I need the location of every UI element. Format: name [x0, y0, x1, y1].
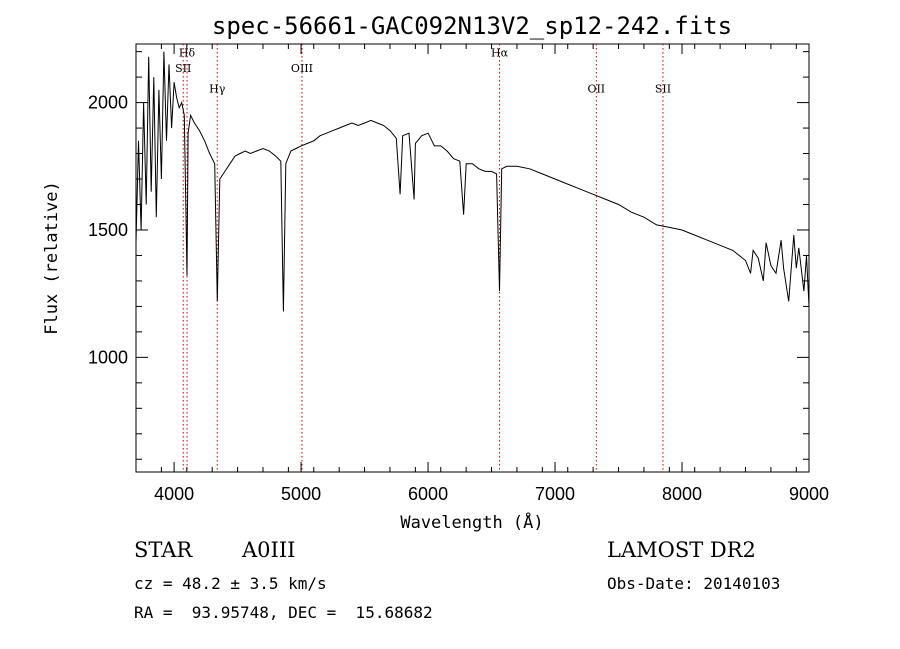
line-marker-label-1: SII [175, 62, 191, 75]
y-tick-label-2: 2000 [88, 93, 128, 113]
y-axis-ticks: 1000 1500 2000 [88, 51, 809, 460]
observation-date: Obs-Date: 20140103 [607, 574, 781, 593]
line-marker-label-4: Hα [491, 47, 509, 60]
x-axis-label: Wavelength (Å) [400, 511, 543, 533]
x-tick-label-5: 9000 [789, 484, 829, 504]
chart-title: spec-56661-GAC092N13V2_sp12-242.fits [212, 12, 732, 40]
line-marker-label-3: OIII [291, 62, 313, 75]
x-tick-label-2: 6000 [408, 484, 448, 504]
y-axis-label: Flux (relative) [42, 181, 62, 335]
x-tick-label-0: 4000 [154, 484, 194, 504]
line-marker-label-6: SII [655, 82, 671, 95]
redshift-value: cz = 48.2 ± 3.5 km/s [134, 574, 327, 593]
spectrum-line-0 [135, 51, 810, 312]
line-marker-label-2: Hγ [209, 82, 226, 95]
y-tick-label-1: 1500 [88, 220, 128, 240]
x-tick-label-1: 5000 [281, 484, 321, 504]
x-tick-label-3: 7000 [535, 484, 575, 504]
object-type: STAR [134, 538, 193, 562]
spectrum-chart: spec-56661-GAC092N13V2_sp12-242.fits HδS… [42, 12, 829, 533]
survey-name: LAMOST DR2 [607, 538, 756, 562]
spectral-subclass: A0III [242, 538, 296, 562]
y-tick-label-0: 1000 [88, 347, 128, 367]
spectrum-series [135, 51, 810, 312]
plot-frame [135, 43, 810, 473]
line-marker-label-5: OII [587, 82, 605, 95]
coordinates: RA = 93.95748, DEC = 15.68682 [134, 603, 433, 622]
x-tick-label-4: 8000 [662, 484, 702, 504]
x-axis-ticks: 4000 5000 6000 7000 8000 9000 [135, 44, 829, 504]
